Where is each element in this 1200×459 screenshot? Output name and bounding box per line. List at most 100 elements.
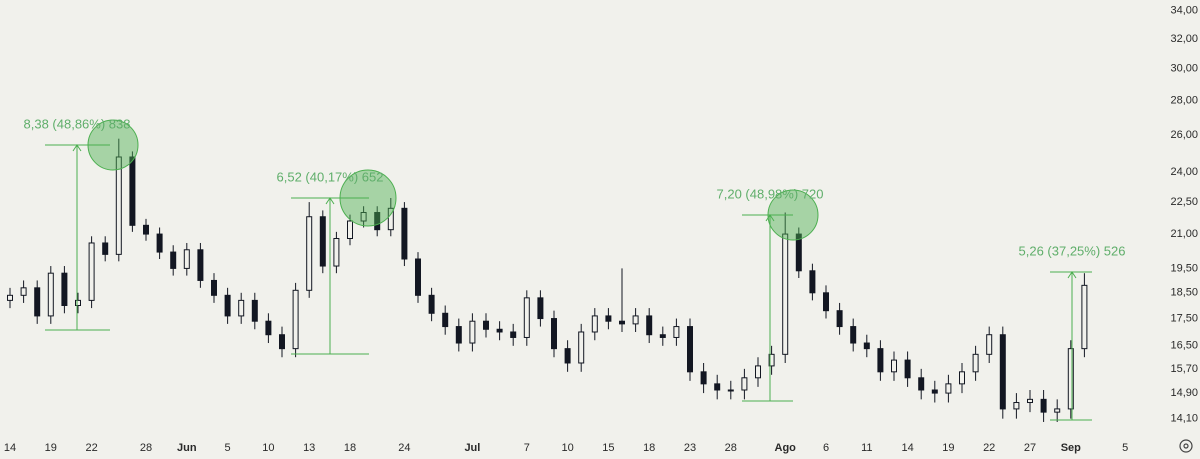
candle	[891, 351, 897, 381]
candle	[727, 380, 734, 400]
candle-body	[387, 207, 394, 231]
candle-body	[319, 216, 326, 267]
x-tick-label: 28	[725, 442, 737, 454]
candle-body	[61, 272, 68, 307]
measure-tool: 7,20 (48,98%) 720	[717, 186, 823, 402]
y-tick-label: 30,00	[1170, 63, 1198, 75]
x-tick-label: 13	[303, 442, 315, 454]
y-tick-label: 15,70	[1170, 363, 1198, 375]
highlight-circle	[767, 189, 819, 241]
measure-label: 8,38 (48,86%) 838	[24, 116, 131, 131]
y-tick-label: 22,50	[1170, 196, 1198, 208]
candle	[115, 138, 122, 262]
candle-body	[727, 389, 734, 392]
candle	[415, 252, 421, 303]
candle-body	[659, 334, 666, 338]
candle-body	[88, 242, 95, 301]
candle-body	[959, 371, 965, 385]
candle-body	[646, 315, 653, 336]
candle-body	[1081, 284, 1088, 350]
candle-body	[700, 371, 707, 385]
candle	[918, 368, 925, 400]
candle-body	[673, 326, 680, 338]
candle	[809, 263, 816, 301]
candle-body	[374, 212, 381, 231]
candle-body	[455, 326, 462, 344]
candle	[265, 313, 272, 344]
candle-body	[863, 342, 870, 350]
candle-body	[904, 359, 911, 379]
candle-body	[102, 242, 109, 255]
candle-body	[75, 299, 81, 307]
settings-icon[interactable]	[1179, 439, 1193, 453]
candle	[88, 236, 95, 309]
candle	[755, 357, 761, 387]
candle-body	[768, 353, 775, 367]
x-tick-label: 14	[4, 442, 16, 454]
candle-body	[129, 156, 136, 226]
y-tick-label: 24,00	[1170, 166, 1198, 178]
candle	[129, 151, 136, 232]
x-tick-label: 24	[398, 442, 410, 454]
candle	[877, 340, 884, 381]
candle-body	[850, 326, 857, 344]
candle	[741, 368, 748, 400]
candle-body	[347, 220, 353, 240]
measure-arrow-head	[325, 197, 335, 205]
x-tick-label: 5	[1122, 442, 1128, 454]
candle	[442, 305, 449, 335]
candle	[75, 292, 81, 314]
candle-body	[211, 279, 217, 296]
candle	[156, 227, 163, 259]
y-tick-label: 18,50	[1170, 287, 1198, 299]
candle-body	[564, 348, 571, 364]
candle	[972, 345, 979, 381]
candle	[387, 197, 394, 237]
x-tick-label: 6	[823, 442, 829, 454]
y-tick-label: 34,00	[1170, 5, 1198, 17]
candle-body	[523, 297, 530, 338]
candle-body	[578, 331, 585, 364]
candle	[1027, 389, 1033, 413]
x-tick-label: 27	[1024, 442, 1036, 454]
candle-body	[170, 251, 177, 269]
candle	[687, 318, 693, 381]
candle	[455, 318, 462, 352]
x-tick-label: 18	[344, 442, 356, 454]
x-tick-label: 22	[85, 442, 97, 454]
candle-body	[238, 299, 245, 317]
highlight-circle	[339, 169, 397, 227]
candle-body	[918, 377, 925, 391]
measure-tool: 6,52 (40,17%) 652	[277, 169, 397, 355]
candle-body	[360, 212, 367, 222]
candle	[768, 345, 775, 375]
candle	[646, 308, 653, 344]
candle	[251, 292, 258, 330]
candle	[863, 334, 870, 358]
candle-body	[741, 377, 748, 391]
candle-body	[469, 320, 476, 344]
candle	[659, 326, 666, 346]
candle-body	[197, 249, 204, 281]
candle-body	[823, 292, 829, 312]
candle	[170, 245, 177, 276]
candle-body	[537, 297, 544, 320]
candle-body	[47, 272, 54, 317]
candle	[850, 318, 857, 352]
y-tick-label: 21,00	[1170, 228, 1198, 240]
candle	[61, 266, 68, 314]
candle	[401, 202, 408, 267]
candle-body	[809, 270, 816, 294]
candle	[1054, 399, 1061, 422]
candle-body	[292, 289, 299, 350]
candle	[7, 287, 13, 309]
candle	[1081, 273, 1088, 358]
x-tick-label: 15	[602, 442, 614, 454]
candle-body	[224, 294, 231, 317]
candle	[714, 374, 721, 400]
candle-body	[442, 312, 449, 328]
candle-body	[1013, 402, 1020, 410]
candle	[197, 242, 204, 288]
candle	[1040, 389, 1047, 422]
